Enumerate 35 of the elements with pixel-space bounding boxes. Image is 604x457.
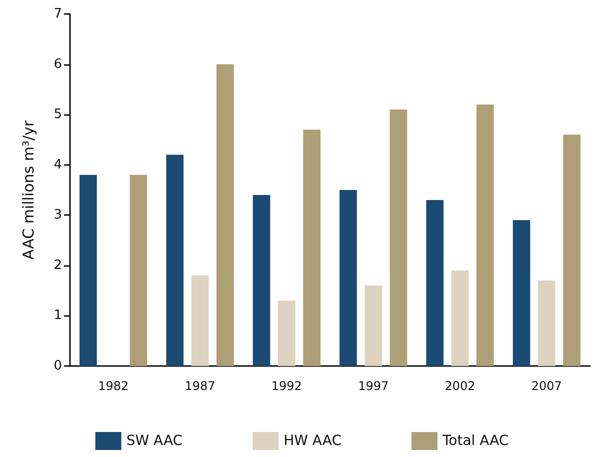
legend-label: SW AAC — [126, 433, 183, 449]
bar — [216, 64, 234, 366]
x-tick-label: 2002 — [444, 379, 476, 393]
bar — [340, 190, 357, 366]
bar — [512, 220, 530, 366]
bar — [303, 130, 320, 366]
x-tick-label: 1997 — [358, 379, 389, 393]
bar — [191, 275, 209, 366]
x-tick-label: 2007 — [531, 379, 562, 393]
y-tick-label: 3 — [54, 208, 62, 223]
bar — [451, 270, 469, 366]
legend-label: Total AAC — [441, 433, 509, 449]
bar — [252, 195, 270, 366]
legend-label: HW AAC — [284, 433, 342, 449]
bar — [426, 200, 444, 366]
y-tick-label: 0 — [54, 358, 62, 374]
bar — [278, 300, 296, 366]
y-tick-label: 2 — [54, 258, 62, 273]
bar — [563, 134, 580, 366]
x-tick-label: 1992 — [271, 379, 302, 393]
bar — [130, 174, 148, 366]
bar — [80, 174, 97, 366]
x-tick-label: 1982 — [98, 379, 129, 393]
y-tick-label: 5 — [54, 107, 62, 122]
bar — [364, 286, 382, 366]
y-tick-label: 6 — [54, 56, 62, 72]
bar — [476, 104, 494, 366]
y-tick-label: 7 — [54, 6, 62, 22]
y-tick-label: 1 — [54, 308, 62, 324]
bar — [390, 110, 408, 366]
x-tick-label: 1987 — [184, 379, 216, 393]
y-axis-title: AAC millions m³/yr — [20, 120, 38, 260]
bar — [166, 154, 184, 366]
y-tick-label: 4 — [54, 157, 62, 172]
bar — [538, 280, 556, 366]
